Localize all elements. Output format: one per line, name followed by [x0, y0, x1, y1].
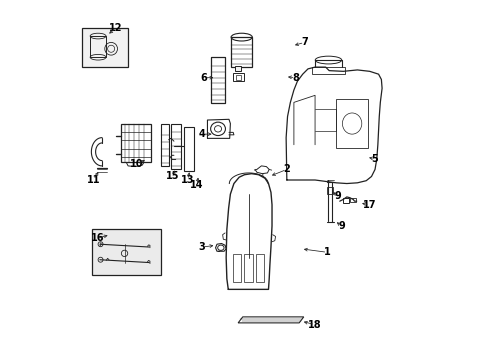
Bar — [255, 254, 264, 282]
Bar — [211, 57, 225, 103]
Bar — [232, 254, 241, 282]
Text: 16: 16 — [90, 233, 104, 243]
Text: 11: 11 — [86, 175, 100, 185]
Text: 14: 14 — [190, 180, 203, 190]
Text: 15: 15 — [166, 171, 179, 181]
Text: 18: 18 — [307, 320, 321, 330]
Text: 12: 12 — [109, 23, 122, 33]
Text: 9: 9 — [338, 221, 344, 231]
Text: 5: 5 — [371, 154, 378, 164]
Bar — [161, 123, 168, 166]
Bar — [90, 36, 105, 57]
Text: 17: 17 — [362, 200, 376, 210]
Text: 2: 2 — [283, 165, 289, 174]
Text: 6: 6 — [200, 73, 207, 83]
Text: 10: 10 — [130, 159, 143, 169]
Text: 1: 1 — [324, 247, 330, 257]
Bar — [235, 66, 241, 71]
Bar — [82, 28, 128, 67]
Text: 9: 9 — [334, 191, 341, 201]
Bar — [231, 37, 252, 67]
Text: 7: 7 — [301, 37, 307, 48]
Bar — [342, 198, 348, 203]
Bar — [183, 127, 193, 171]
Bar — [311, 67, 345, 74]
Text: 13: 13 — [181, 175, 194, 185]
Bar — [326, 187, 332, 194]
Text: 3: 3 — [199, 242, 205, 252]
Text: 8: 8 — [292, 73, 299, 83]
Bar — [336, 99, 367, 148]
Bar — [235, 75, 241, 80]
Bar — [349, 198, 355, 202]
Bar — [171, 123, 181, 170]
Bar — [121, 123, 151, 162]
Text: 4: 4 — [199, 129, 205, 139]
Bar — [244, 254, 252, 282]
Bar — [92, 229, 160, 275]
Bar — [233, 73, 244, 81]
